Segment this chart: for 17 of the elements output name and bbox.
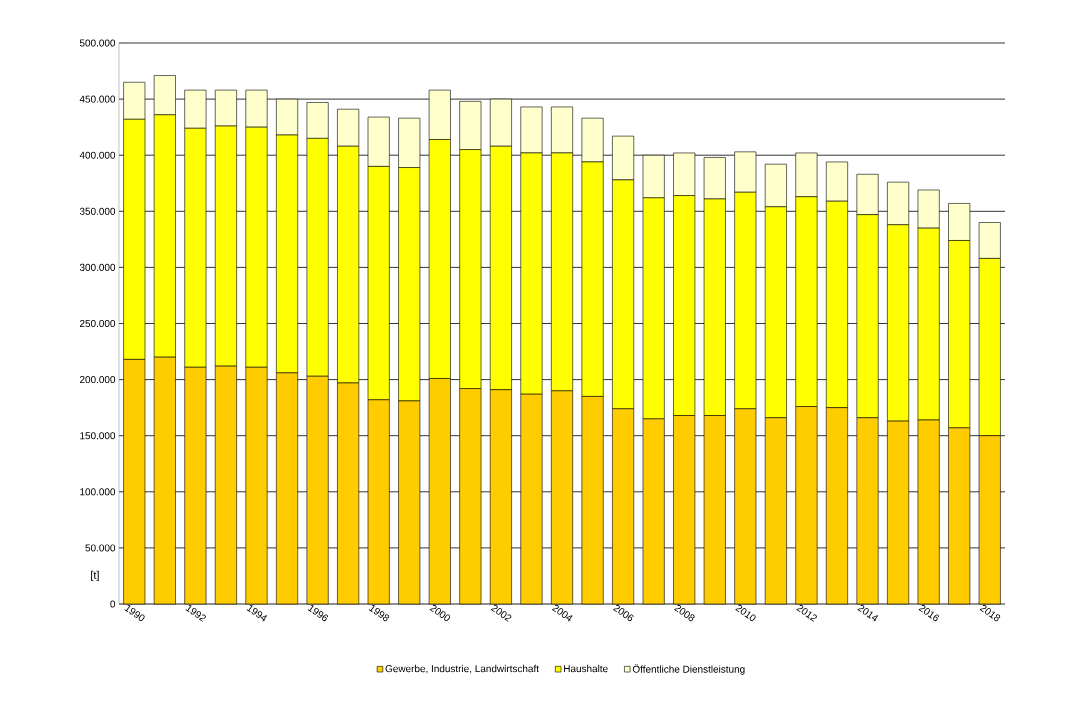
y-tick-label: 500.000 xyxy=(79,39,116,47)
y-tick-label: 450.000 xyxy=(79,95,116,103)
y-tick-label: 150.000 xyxy=(80,432,116,440)
x-tick-label: 1994 xyxy=(246,605,268,622)
y-tick-label: 400.000 xyxy=(79,151,116,159)
y-tick-label: 300.000 xyxy=(79,263,116,271)
legend-label: Haushalte xyxy=(564,664,608,673)
legend-label: Öffentliche Dienstleistung xyxy=(632,664,745,675)
y-tick-label: 250.000 xyxy=(79,319,116,328)
y-tick-label: 0 xyxy=(110,600,116,608)
x-tick-label: 1990 xyxy=(124,605,145,622)
y-axis-title: [t] xyxy=(91,570,99,582)
y-tick-label: 350.000 xyxy=(79,207,116,215)
y-tick-label: 100.000 xyxy=(80,488,116,496)
y-tick-label: 200.000 xyxy=(79,376,116,384)
legend-label: Gewerbe, Industrie, Landwirtschaft xyxy=(385,664,539,674)
y-tick-label: 50.000 xyxy=(85,544,116,552)
